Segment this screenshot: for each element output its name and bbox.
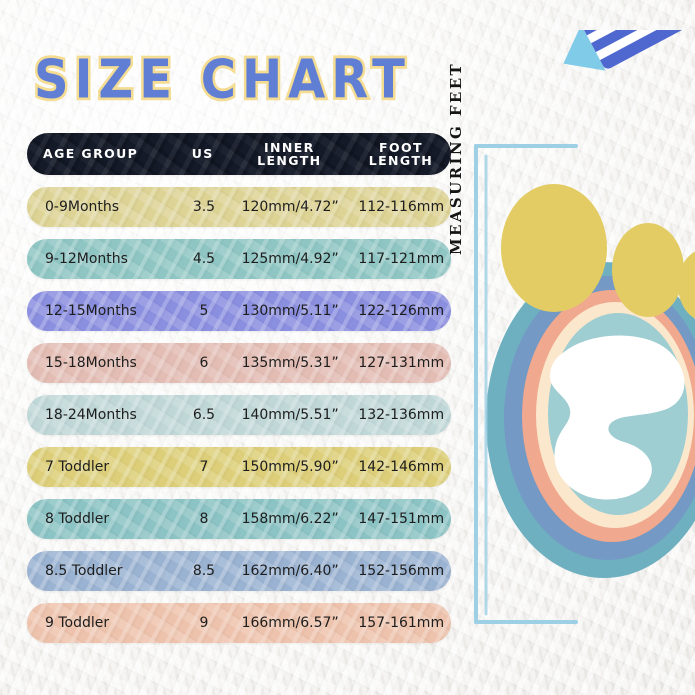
- cell-age-group: 8.5 Toddler: [45, 563, 123, 579]
- cell-inner-length: 158mm/6.22”: [241, 511, 339, 527]
- cell-inner-length: 125mm/4.92”: [241, 251, 339, 267]
- column-header-inner-length: INNER LENGTH: [228, 141, 351, 167]
- cell-age-group: 8 Toddler: [45, 511, 110, 527]
- column-header-age-group: AGE GROUP: [43, 146, 139, 162]
- cell-age-group: 7 Toddler: [45, 459, 110, 475]
- cell-inner-length: 120mm/4.72”: [241, 199, 339, 215]
- cell-us: 8: [199, 511, 209, 527]
- cell-inner-length: 166mm/6.57”: [241, 615, 339, 631]
- pencil-stripe-2: [595, 30, 695, 61]
- measuring-bracket: [474, 144, 578, 624]
- table-header-row: AGE GROUP US INNER LENGTH FOOT LENGTH: [27, 133, 451, 175]
- cell-foot-length: 147-151mm: [358, 511, 445, 527]
- cell-foot-length: 112-116mm: [358, 199, 445, 215]
- cell-inner-length: 135mm/5.31”: [241, 355, 339, 371]
- table-row: 7 Toddler 7 150mm/5.90” 142-146mm: [27, 447, 451, 487]
- cell-foot-length: 127-131mm: [358, 355, 445, 371]
- cell-age-group: 9-12Months: [45, 251, 128, 267]
- cell-foot-length: 157-161mm: [358, 615, 445, 631]
- cell-us: 5: [199, 303, 209, 319]
- column-header-us: US: [191, 146, 214, 162]
- table-row: 18-24Months 6.5 140mm/5.51” 132-136mm: [27, 395, 451, 435]
- cell-age-group: 9 Toddler: [45, 615, 110, 631]
- cell-inner-length: 150mm/5.90”: [241, 459, 339, 475]
- foot-shape-group: [486, 262, 695, 578]
- cell-foot-length: 152-156mm: [358, 563, 445, 579]
- table-row: 0-9Months 3.5 120mm/4.72” 112-116mm: [27, 187, 451, 227]
- column-header-inner-length-line2: LENGTH: [257, 153, 322, 168]
- cell-us: 8.5: [192, 563, 216, 579]
- page-title-wrapper: SIZE CHART: [32, 45, 411, 113]
- foot-sole-white-shape: [549, 335, 685, 500]
- cell-us: 4.5: [192, 251, 216, 267]
- cell-inner-length: 140mm/5.51”: [241, 407, 339, 423]
- table-row: 8.5 Toddler 8.5 162mm/6.40” 152-156mm: [27, 551, 451, 591]
- illustration-svg: [474, 30, 695, 624]
- cell-age-group: 0-9Months: [45, 199, 120, 215]
- cell-foot-length: 117-121mm: [358, 251, 445, 267]
- pencil-icon: [563, 30, 695, 71]
- pencil-tip: [563, 30, 606, 71]
- toe-ellipse-mid: [612, 223, 684, 317]
- cell-us: 3.5: [192, 199, 216, 215]
- cell-us: 7: [199, 459, 209, 475]
- table-row: 12-15Months 5 130mm/5.11” 122-126mm: [27, 291, 451, 331]
- size-chart-table: AGE GROUP US INNER LENGTH FOOT LENGTH 0-…: [27, 133, 451, 655]
- cell-age-group: 15-18Months: [45, 355, 137, 371]
- toes-group: [501, 184, 695, 319]
- cell-inner-length: 162mm/6.40”: [241, 563, 339, 579]
- column-header-foot-length-line2: LENGTH: [368, 153, 434, 168]
- toe-ellipse-small: [678, 251, 695, 319]
- cell-age-group: 12-15Months: [45, 303, 137, 319]
- table-row: 8 Toddler 8 158mm/6.22” 147-151mm: [27, 499, 451, 539]
- cell-foot-length: 122-126mm: [358, 303, 445, 319]
- table-row: 9 Toddler 9 166mm/6.57” 157-161mm: [27, 603, 451, 643]
- measuring-feet-illustration: [452, 30, 695, 680]
- cell-us: 6: [199, 355, 209, 371]
- cell-foot-length: 142-146mm: [358, 459, 445, 475]
- cell-inner-length: 130mm/5.11”: [241, 303, 339, 319]
- column-header-foot-length: FOOT LENGTH: [351, 141, 451, 167]
- cell-foot-length: 132-136mm: [358, 407, 445, 423]
- toe-ellipse-big: [501, 184, 607, 312]
- page-title: SIZE CHART: [32, 45, 411, 113]
- table-row: 9-12Months 4.5 125mm/4.92” 117-121mm: [27, 239, 451, 279]
- cell-us: 9: [199, 615, 209, 631]
- cell-age-group: 18-24Months: [45, 407, 137, 423]
- cell-us: 6.5: [192, 407, 216, 423]
- table-row: 15-18Months 6 135mm/5.31” 127-131mm: [27, 343, 451, 383]
